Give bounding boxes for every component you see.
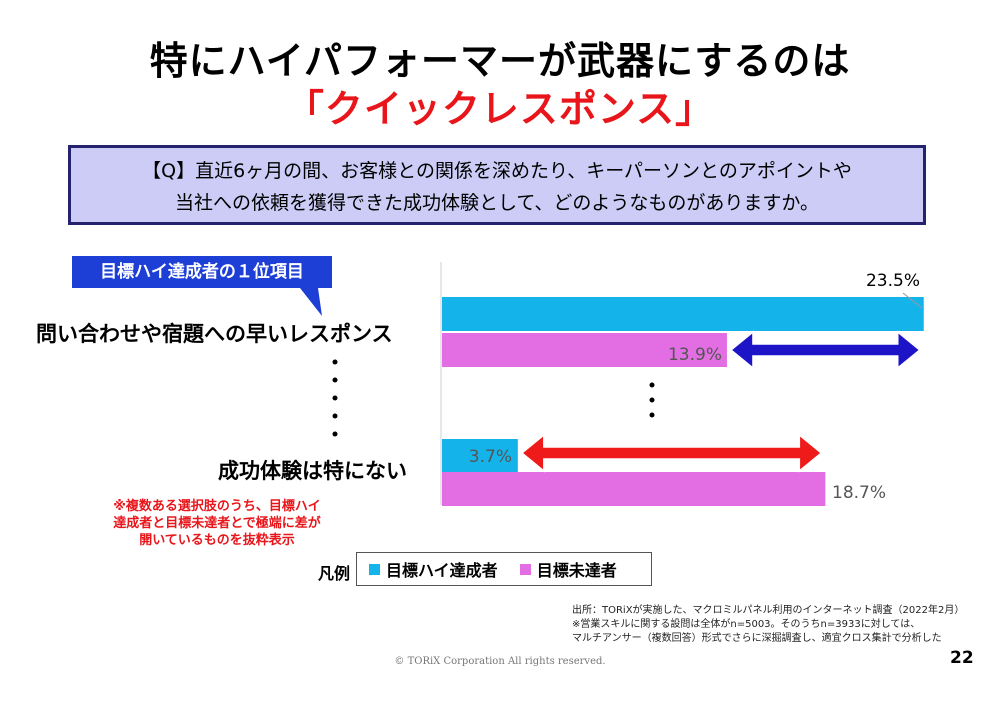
page-number: 22 bbox=[950, 648, 974, 668]
gap-arrow-red bbox=[520, 433, 823, 473]
source-line-2: ※営業スキルに関する設問は全体がn=5003。そのうちn=3933に対しては、 bbox=[572, 619, 921, 630]
legend-swatch-low bbox=[519, 563, 531, 575]
legend-item-low: 目標未達者 bbox=[519, 557, 617, 581]
legend-item-high: 目標ハイ達成者 bbox=[369, 557, 498, 581]
source-line-3: マルチアンサー（複数回答）形式でさらに深掘調査し、適宜クロス集計で分析した bbox=[572, 633, 942, 644]
ellipsis-chart bbox=[649, 382, 655, 418]
bar-low-1 bbox=[442, 472, 826, 506]
bar-high-1 bbox=[442, 439, 518, 473]
legend-swatch-high bbox=[369, 563, 380, 575]
question-line-2: 当社への依頼を獲得できた成功体験として、どのようなものがありますか。 bbox=[174, 192, 820, 214]
source-line-1: 出所：TORiXが実施した、マクロミルパネル利用のインターネット調査（2022年… bbox=[572, 605, 965, 616]
legend-label-low: 目標未達者 bbox=[536, 561, 617, 580]
data-label-low-0: 13.9% bbox=[668, 345, 722, 365]
data-label-high-0: 23.5% bbox=[866, 271, 920, 291]
category-label-no-success: 成功体験は特にない bbox=[218, 459, 407, 483]
data-label-low-1: 18.7% bbox=[832, 483, 886, 503]
copyright-footer: © TORiX Corporation All rights reserved. bbox=[394, 656, 606, 667]
question-box: 【Q】直近6ヶ月の間、お客様との関係を深めたり、キーパーソンとのアポイントや 当… bbox=[68, 145, 926, 225]
note-text: ※複数ある選択肢のうち、目標ハイ達成者と目標未達者とで極端に差が開いているものを… bbox=[113, 499, 321, 548]
callout-pointer bbox=[300, 288, 322, 316]
source-note: 出所：TORiXが実施した、マクロミルパネル利用のインターネット調査（2022年… bbox=[572, 604, 964, 646]
title-line-1: 特にハイパフォーマーが武器にするのは bbox=[149, 39, 851, 83]
bar-low-0 bbox=[442, 333, 727, 367]
top-item-callout: 目標ハイ達成者の１位項目 bbox=[72, 256, 332, 288]
question-line-1: 【Q】直近6ヶ月の間、お客様との関係を深めたり、キーパーソンとのアポイントや bbox=[142, 160, 852, 182]
legend: 目標ハイ達成者 目標未達者 bbox=[356, 552, 652, 586]
ellipsis-left bbox=[332, 359, 338, 437]
label-leader-line bbox=[902, 292, 923, 309]
legend-label-high: 目標ハイ達成者 bbox=[386, 561, 498, 580]
data-label-high-1: 3.7% bbox=[469, 447, 512, 467]
bar-high-0 bbox=[442, 297, 924, 331]
title-line-2: 「クイックレスポンス」 bbox=[285, 87, 715, 131]
gap-arrow-blue bbox=[729, 330, 921, 370]
legend-title: 凡例 bbox=[318, 564, 351, 583]
category-label-quick-response: 問い合わせや宿題への早いレスポンス bbox=[36, 322, 393, 346]
